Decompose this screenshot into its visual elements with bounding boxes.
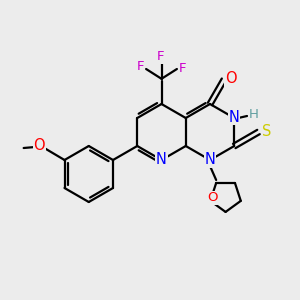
Text: O: O (33, 137, 45, 152)
Text: F: F (136, 61, 144, 74)
Text: S: S (262, 124, 271, 140)
Text: N: N (205, 152, 215, 167)
Text: N: N (229, 110, 240, 124)
Text: O: O (207, 191, 217, 204)
Text: H: H (249, 109, 259, 122)
Text: N: N (156, 152, 167, 167)
Text: O: O (225, 71, 237, 86)
Text: F: F (179, 61, 187, 74)
Text: F: F (157, 50, 164, 64)
